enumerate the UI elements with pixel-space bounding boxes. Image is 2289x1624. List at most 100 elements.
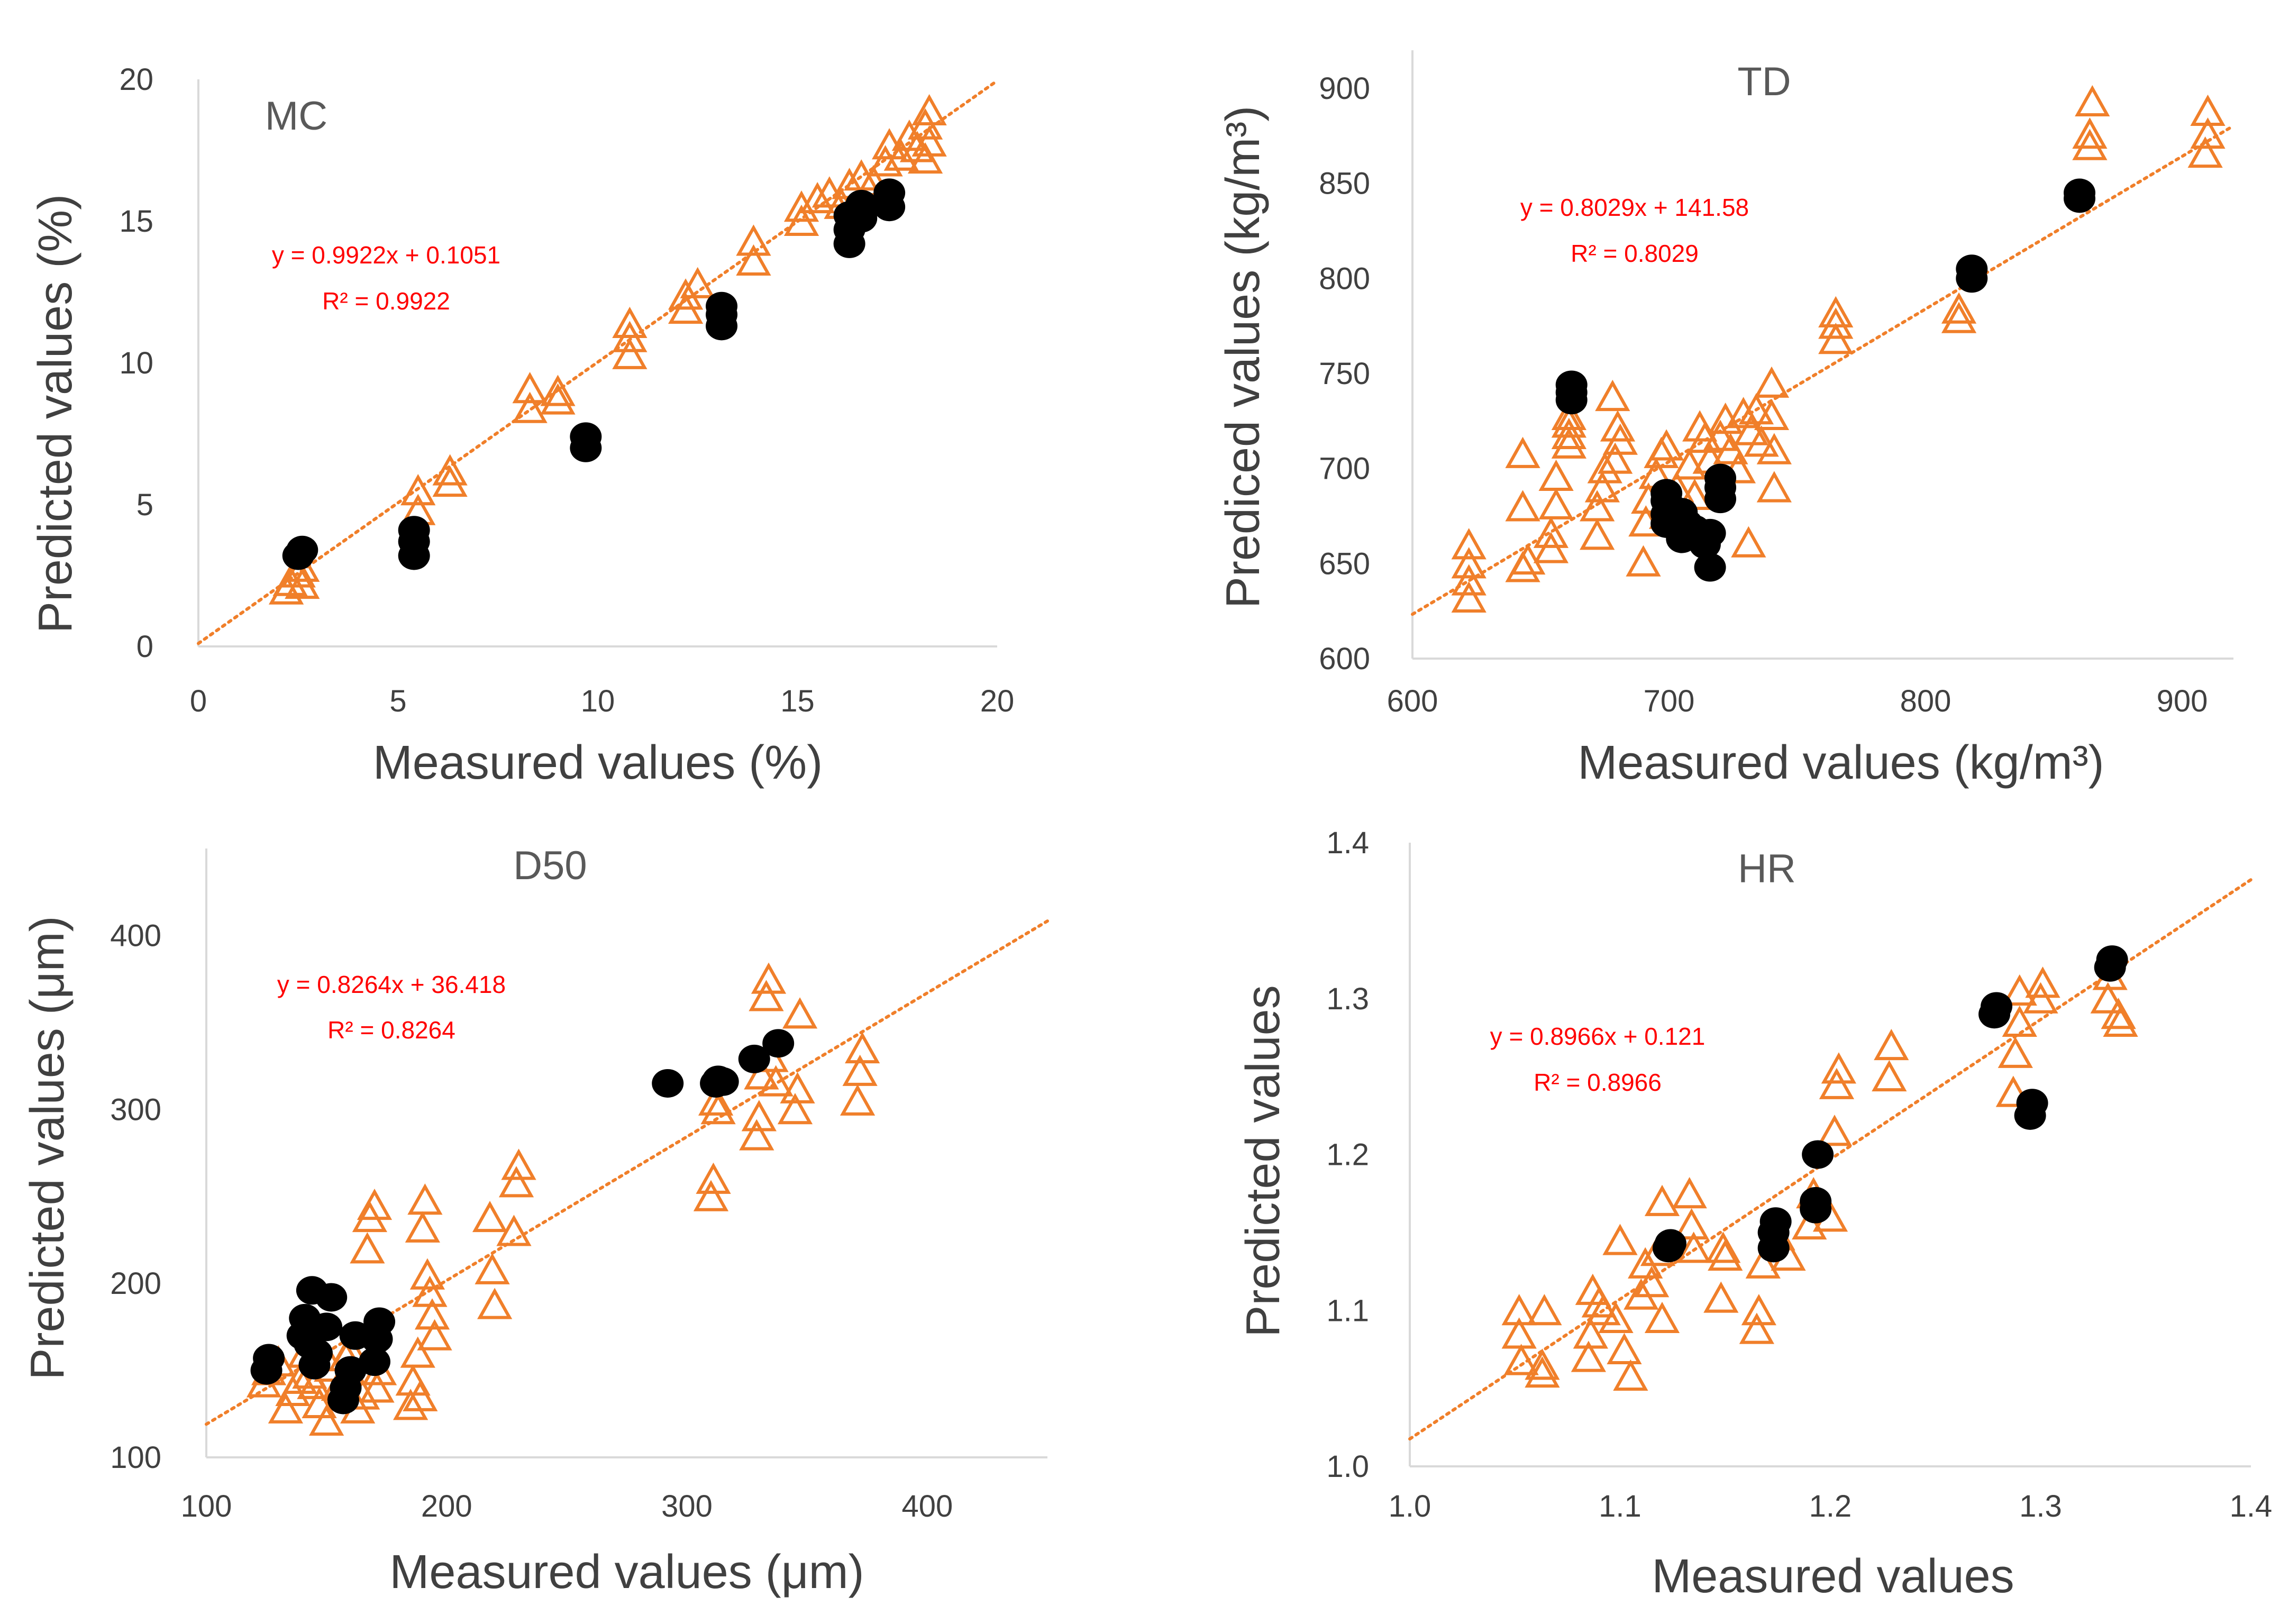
x-tick-label: 15: [780, 684, 815, 718]
data-point-training: [1595, 379, 1630, 412]
data-point-training: [777, 1093, 813, 1125]
data-point-training: [309, 1404, 344, 1436]
data-point-training: [475, 1253, 510, 1284]
data-point-training: [1573, 1317, 1608, 1349]
data-point-training: [1510, 543, 1546, 575]
data-point-training: [409, 1258, 445, 1290]
data-point-training: [1821, 1052, 1857, 1084]
y-tick-label: 1.2: [1326, 1138, 1369, 1172]
data-point-training: [736, 224, 771, 256]
chart-mc-title: MC: [265, 94, 327, 139]
y-tick-label: 400: [110, 918, 161, 953]
data-point-training: [540, 383, 576, 415]
data-point-training: [1505, 436, 1540, 468]
chart-td-xlabel: Measured values (kg/m³): [1577, 736, 2104, 789]
data-point-training: [1708, 1239, 1743, 1271]
data-point-test: [707, 1067, 739, 1096]
data-point-test: [1654, 1229, 1686, 1258]
data-point-training: [2190, 117, 2226, 149]
data-point-training: [496, 1215, 532, 1246]
data-point-training: [693, 1180, 729, 1211]
data-point-test: [873, 178, 906, 207]
chart-d50: 100 200 300 400 100 200 300 400 D50 y = 0.8264x…: [21, 843, 1049, 1599]
chart-hr-title: HR: [1738, 846, 1796, 891]
data-point-training: [2103, 1005, 2138, 1037]
chart-td-title: TD: [1737, 59, 1791, 104]
y-tick-label: 1.1: [1326, 1293, 1369, 1328]
y-tick-label: 300: [110, 1092, 161, 1127]
data-point-training: [498, 1166, 534, 1198]
data-point-training: [400, 1336, 435, 1368]
data-point-training: [1672, 1177, 1707, 1209]
data-point-training: [1584, 471, 1620, 503]
data-point-training: [1551, 417, 1586, 449]
data-point-training: [1738, 393, 1774, 425]
data-point-training: [1744, 425, 1779, 457]
data-point-training: [1649, 429, 1684, 461]
x-tick-label: 0: [190, 684, 207, 718]
data-point-training: [403, 1380, 438, 1411]
data-point-test: [1981, 992, 2013, 1021]
data-point-training: [512, 391, 548, 423]
data-point-training: [2002, 974, 2037, 1006]
data-point-test: [315, 1283, 348, 1312]
data-point-training: [2072, 117, 2108, 149]
data-point-training: [1941, 302, 1977, 333]
data-point-training: [868, 145, 903, 177]
data-point-training: [907, 142, 943, 174]
x-tick-label: 900: [2157, 684, 2208, 718]
chart-mc-xlabel: Measured values (%): [373, 736, 823, 789]
data-point-training: [432, 465, 468, 497]
data-point-training: [696, 1162, 731, 1194]
y-tick-label: 15: [119, 204, 153, 239]
data-point-training: [393, 1389, 428, 1420]
data-point-test: [300, 1338, 333, 1367]
data-point-training: [2190, 94, 2226, 126]
chart-d50-equation: y = 0.8264x + 36.418: [277, 971, 506, 998]
y-tick-label: 1.4: [1326, 826, 1369, 860]
data-point-training: [1672, 448, 1707, 480]
chart-d50-xlabel: Measured values (μm): [389, 1546, 864, 1599]
data-point-training: [472, 1201, 508, 1233]
y-tick-label: 750: [1319, 357, 1370, 391]
chart-hr-xlabel: Measured values: [1652, 1550, 2014, 1603]
data-point-test: [334, 1356, 367, 1385]
data-point-training: [302, 1386, 337, 1419]
data-point-training: [840, 1084, 876, 1116]
data-point-training: [1676, 1231, 1711, 1263]
data-point-training: [501, 1148, 536, 1180]
data-point-test: [286, 535, 318, 564]
chart-d50-marks: 100 200 300 400 100 200 300 400: [110, 849, 1049, 1523]
data-point-training: [282, 1362, 318, 1394]
trendline: [197, 79, 999, 645]
data-point-training: [1703, 1281, 1739, 1313]
data-point-training: [2072, 129, 2108, 160]
data-point-training: [1598, 1301, 1634, 1333]
chart-d50-r2: R² = 0.8264: [327, 1016, 455, 1044]
data-point-training: [1533, 532, 1569, 563]
data-point-training: [1874, 1029, 1909, 1061]
y-tick-label: 100: [110, 1440, 161, 1475]
trendline: [1411, 124, 2235, 616]
data-point-test: [311, 1312, 343, 1342]
x-tick-label: 800: [1900, 684, 1951, 718]
data-point-training: [1602, 1224, 1638, 1255]
data-point-training: [432, 454, 468, 486]
data-point-test: [1704, 463, 1736, 492]
data-point-training: [1818, 323, 1854, 354]
data-point-training: [1731, 526, 1766, 558]
data-point-test: [2096, 945, 2128, 974]
chart-td-ylabel: Prediced values (kg/m³): [1217, 106, 1270, 608]
data-point-training: [1713, 433, 1748, 464]
data-point-training: [1754, 398, 1790, 430]
data-point-training: [1501, 1317, 1537, 1349]
y-tick-label: 0: [136, 629, 153, 664]
chart-td-r2: R² = 0.8029: [1571, 240, 1699, 267]
data-point-training: [357, 1189, 393, 1220]
chart-td-marks: 600 700 800 900 600 650 700 750 800 850 900: [1319, 50, 2235, 718]
y-tick-label: 650: [1319, 546, 1370, 581]
data-point-training: [268, 1392, 304, 1424]
data-point-training: [477, 1288, 513, 1319]
data-point-training: [1501, 1294, 1537, 1326]
data-point-training: [1571, 1340, 1606, 1372]
